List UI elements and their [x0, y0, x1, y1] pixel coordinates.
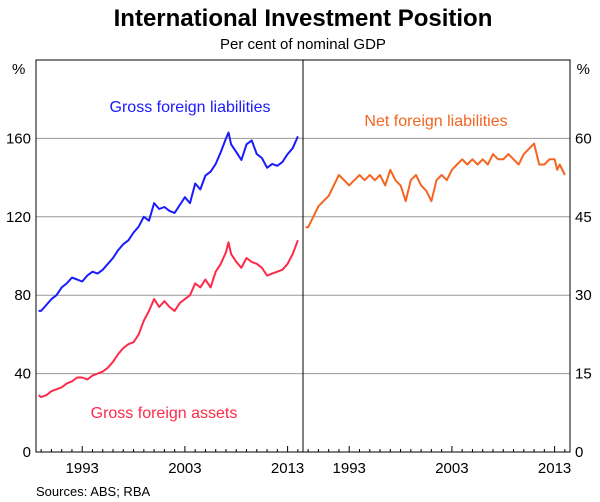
right-y-tick-label: 45 [575, 209, 592, 226]
series-label-gross-foreign-assets: Gross foreign assets [91, 405, 238, 422]
chart-title: International Investment Position [114, 5, 493, 32]
chart-subtitle: Per cent of nominal GDP [220, 36, 386, 53]
series-line-net-foreign-liabilities [305, 142, 566, 229]
right-y-tick-label: 0 [575, 444, 583, 461]
right-y-tick-label: 30 [575, 287, 592, 304]
series-line-gross-foreign-assets [37, 239, 299, 399]
x-tick-label: 2003 [435, 460, 468, 477]
right-y-tick-label: 60 [575, 130, 592, 147]
left-y-tick-label: 0 [23, 444, 31, 461]
x-axis: 1993 2003 2013 1993 2003 2013 [40, 446, 571, 477]
left-y-tick-label: 40 [14, 366, 31, 383]
x-tick-label: 2003 [168, 460, 201, 477]
series-label-net-foreign-liabilities: Net foreign liabilities [364, 113, 507, 130]
series-lines [37, 131, 566, 399]
right-y-tick-label: 15 [575, 366, 592, 383]
right-unit-label: % [577, 61, 590, 78]
series-label-gross-foreign-liabilities: Gross foreign liabilities [110, 99, 271, 116]
x-tick-label: 2013 [538, 460, 571, 477]
x-tick-label: 2013 [271, 460, 304, 477]
left-y-tick-label: 160 [6, 130, 31, 147]
left-y-tick-label: 80 [14, 287, 31, 304]
x-tick-label: 1993 [333, 460, 366, 477]
right-y-axis: 0 15 30 45 60 [575, 130, 592, 461]
source-note: Sources: ABS; RBA [36, 484, 150, 499]
left-unit-label: % [12, 61, 25, 78]
x-tick-label: 1993 [66, 460, 99, 477]
left-y-axis: 0 40 80 120 160 [6, 130, 31, 461]
left-y-tick-label: 120 [6, 209, 31, 226]
series-line-gross-foreign-liabilities [38, 131, 299, 312]
